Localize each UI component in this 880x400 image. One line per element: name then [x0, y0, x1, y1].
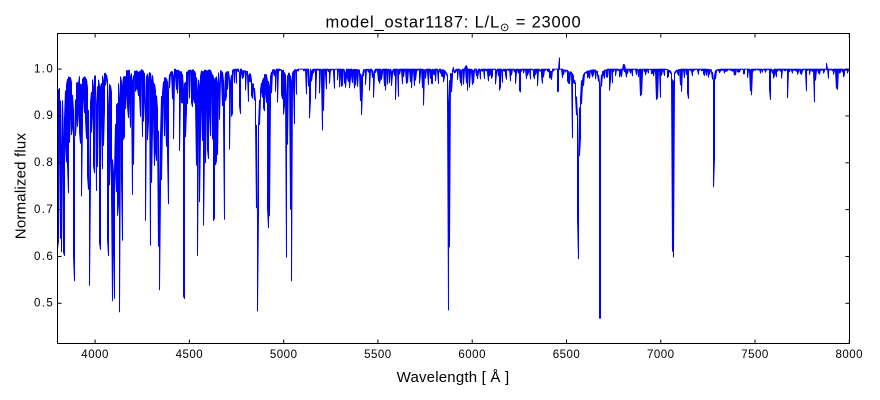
svg-text:4500: 4500: [176, 349, 204, 361]
svg-text:5000: 5000: [270, 349, 298, 361]
svg-text:8000: 8000: [836, 349, 864, 361]
svg-text:0.9: 0.9: [34, 110, 54, 122]
svg-text:5500: 5500: [364, 349, 392, 361]
svg-text:7000: 7000: [647, 349, 675, 361]
svg-text:6000: 6000: [458, 349, 486, 361]
svg-text:4000: 4000: [81, 349, 109, 361]
svg-text:model_ostar1187: L/L⊙ = 23000: model_ostar1187: L/L⊙ = 23000: [326, 14, 582, 34]
svg-text:0.7: 0.7: [34, 204, 54, 216]
svg-text:Normalized flux: Normalized flux: [13, 133, 30, 240]
svg-text:0.6: 0.6: [34, 251, 54, 263]
svg-text:Wavelength [ Å ]: Wavelength [ Å ]: [397, 369, 510, 386]
svg-text:7500: 7500: [741, 349, 769, 361]
svg-text:0.5: 0.5: [34, 298, 54, 310]
svg-text:0.8: 0.8: [34, 157, 54, 169]
svg-text:1.0: 1.0: [34, 63, 54, 75]
svg-text:6500: 6500: [553, 349, 581, 361]
